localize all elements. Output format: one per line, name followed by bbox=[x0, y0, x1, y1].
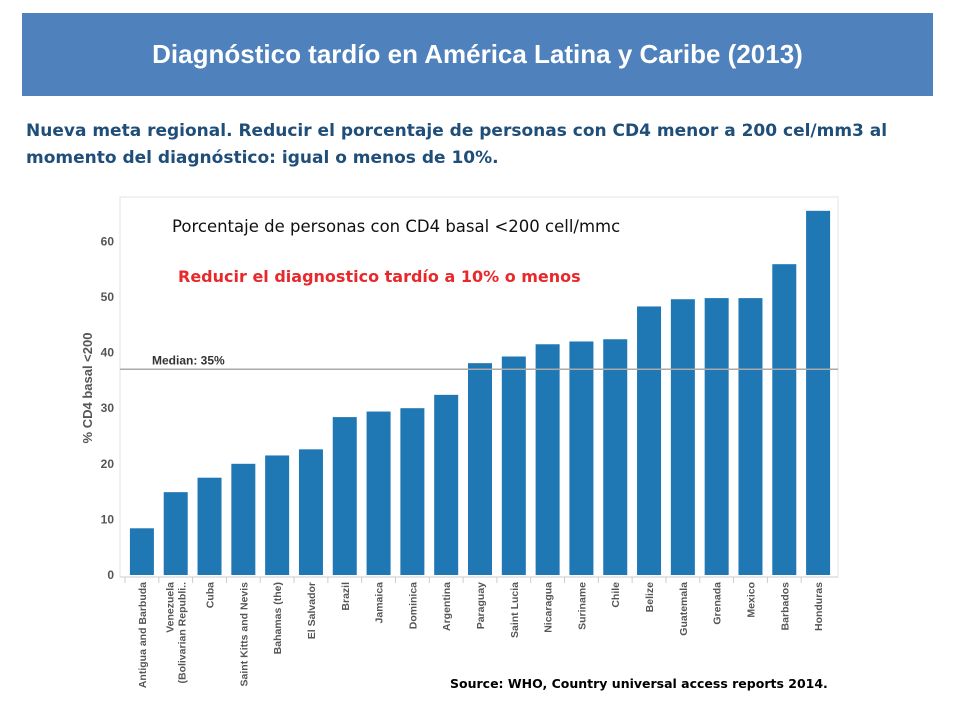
x-tick-label: Nicaragua bbox=[543, 582, 555, 633]
bar-brazil bbox=[332, 417, 357, 575]
source-note: Source: WHO, Country universal access re… bbox=[450, 676, 828, 691]
regional-goal-line-2: momento del diagnóstico: igual o menos d… bbox=[26, 148, 499, 168]
x-tick-text: Argentina bbox=[441, 582, 453, 631]
x-tick-text: Jamaica bbox=[374, 582, 386, 624]
x-tick-text: Venezuela bbox=[165, 582, 177, 633]
bar-venezuela-bolivarian-republi bbox=[163, 492, 188, 575]
x-tick-text: Paraguay bbox=[475, 582, 487, 629]
x-tick-label: Chile bbox=[610, 582, 622, 608]
x-tick-label: Mexico bbox=[745, 582, 757, 618]
x-tick-text: Barbados bbox=[779, 582, 791, 631]
bar-nicaragua bbox=[535, 344, 560, 575]
bar-mexico bbox=[738, 298, 763, 575]
x-tick-text: Saint Kitts and Nevis bbox=[238, 582, 250, 687]
bar-honduras bbox=[806, 210, 831, 575]
bar-saint-lucia bbox=[501, 356, 526, 575]
regional-goal-line-1: Nueva meta regional. Reducir el porcenta… bbox=[26, 121, 888, 141]
chart-title: Porcentaje de personas con CD4 basal <20… bbox=[172, 217, 620, 236]
x-tick-text: Cuba bbox=[205, 582, 217, 608]
y-tick-label: 50 bbox=[101, 290, 115, 304]
page-title: Diagnóstico tardío en América Latina y C… bbox=[152, 39, 803, 69]
x-tick-label: Jamaica bbox=[374, 582, 386, 624]
x-tick-text: Belize bbox=[644, 582, 656, 613]
x-tick-text: (Bolivarian Republi.. bbox=[177, 582, 189, 684]
y-axis-label: % CD4 basal <200 bbox=[80, 333, 95, 444]
x-tick-label: Venezuela (Bolivarian Republi.. bbox=[165, 582, 189, 684]
bar-suriname bbox=[569, 341, 594, 575]
x-axis: Antigua and Barbuda Venezuela (Bolivarian … bbox=[120, 576, 838, 688]
bar-saint-kitts-and-nevis bbox=[231, 463, 256, 575]
x-tick-label: Barbados bbox=[779, 582, 791, 631]
bar-guatemala bbox=[670, 299, 695, 575]
y-axis: 0 10 20 30 40 50 60 bbox=[101, 234, 115, 582]
bar-chile bbox=[603, 339, 628, 575]
x-tick-label: Brazil bbox=[340, 582, 352, 611]
median-layer: Median: 35% bbox=[120, 353, 838, 371]
x-tick-label: Guatemala bbox=[678, 582, 690, 636]
x-tick-text: Suriname bbox=[576, 582, 588, 630]
x-tick-text: Saint Lucia bbox=[509, 582, 521, 638]
x-tick-text: Dominica bbox=[407, 582, 419, 629]
x-tick-text: Honduras bbox=[813, 582, 825, 631]
y-tick-label: 20 bbox=[101, 457, 115, 471]
x-tick-label: Suriname bbox=[576, 582, 588, 630]
x-tick-text: Antigua and Barbuda bbox=[137, 582, 149, 688]
bar-cuba bbox=[197, 477, 222, 575]
x-tick-text: Nicaragua bbox=[543, 582, 555, 633]
bar-paraguay bbox=[468, 363, 492, 575]
y-tick-label: 60 bbox=[101, 234, 115, 248]
x-tick-label: El Salvador bbox=[306, 582, 318, 639]
x-tick-text: Grenada bbox=[712, 582, 724, 625]
x-tick-text: Mexico bbox=[745, 582, 757, 618]
y-tick-label: 0 bbox=[107, 568, 114, 582]
y-tick-label: 30 bbox=[101, 401, 115, 415]
bars-layer bbox=[129, 210, 831, 575]
bar-el-salvador bbox=[298, 449, 323, 575]
y-tick-label: 40 bbox=[101, 346, 115, 360]
x-tick-label: Grenada bbox=[712, 582, 724, 625]
x-tick-label: Antigua and Barbuda bbox=[137, 582, 149, 688]
bar-argentina bbox=[434, 394, 459, 575]
median-label: Median: 35% bbox=[152, 353, 225, 367]
bar-belize bbox=[637, 306, 662, 575]
x-tick-label: Belize bbox=[644, 582, 656, 613]
goal-annotation: Reducir el diagnostico tardío a 10% o me… bbox=[178, 267, 581, 286]
x-tick-label: Dominica bbox=[407, 582, 419, 629]
x-tick-text: Guatemala bbox=[678, 582, 690, 636]
title-bar: Diagnóstico tardío en América Latina y C… bbox=[22, 13, 933, 96]
x-tick-text: Brazil bbox=[340, 582, 352, 611]
y-tick-label: 10 bbox=[101, 512, 115, 526]
regional-goal-text: Nueva meta regional. Reducir el porcenta… bbox=[26, 118, 936, 172]
bar-grenada bbox=[704, 298, 729, 575]
x-tick-label: Argentina bbox=[441, 582, 453, 631]
x-tick-text: El Salvador bbox=[306, 582, 318, 639]
x-tick-label: Cuba bbox=[205, 582, 217, 608]
bar-antigua-and-barbuda bbox=[129, 528, 154, 575]
bar-dominica bbox=[400, 408, 425, 575]
x-tick-label: Bahamas (the) bbox=[272, 582, 284, 654]
x-tick-label: Paraguay bbox=[475, 582, 487, 629]
x-tick-label: Honduras bbox=[813, 582, 825, 631]
bar-barbados bbox=[772, 264, 797, 575]
x-tick-label: Saint Lucia bbox=[509, 582, 521, 638]
bar-bahamas-the bbox=[265, 455, 290, 575]
x-tick-text: Bahamas (the) bbox=[272, 582, 284, 654]
x-tick-text: Chile bbox=[610, 582, 622, 608]
x-tick-label: Saint Kitts and Nevis bbox=[238, 582, 250, 687]
bar-jamaica bbox=[366, 411, 391, 575]
